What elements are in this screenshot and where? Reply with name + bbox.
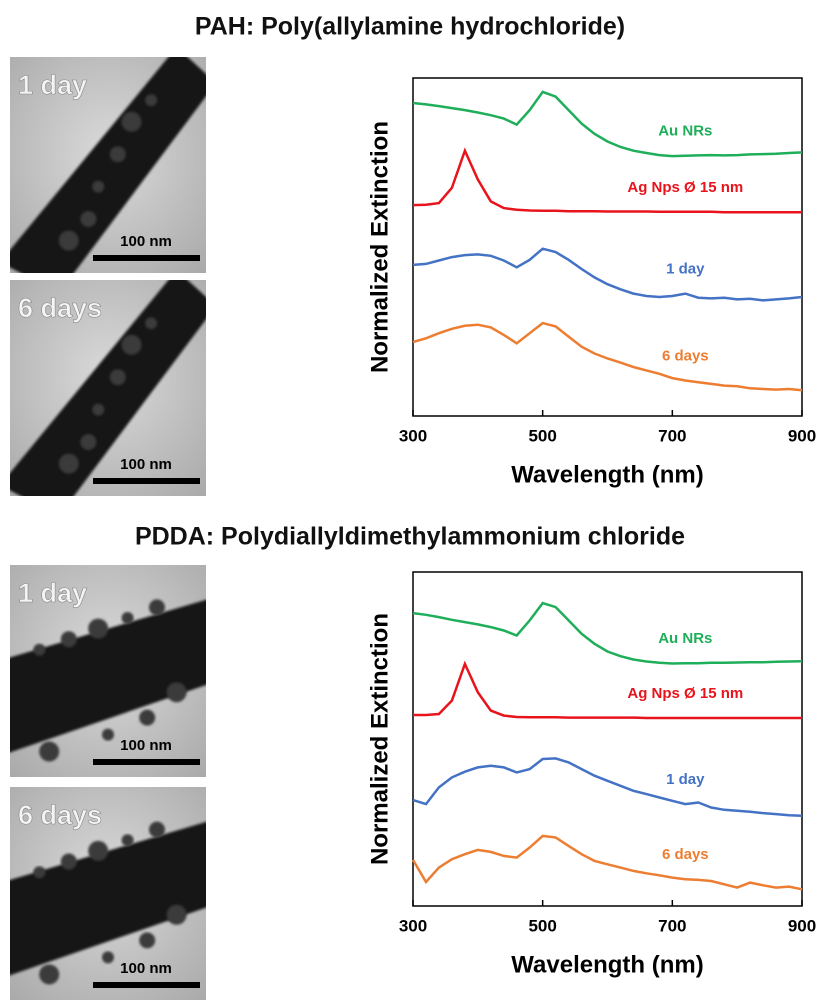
nanoparticle: [149, 599, 165, 616]
micrograph: 1 day 100 nm: [10, 565, 206, 777]
nanoparticle: [60, 631, 77, 648]
micrograph-content: 6 days 100 nm: [10, 787, 206, 1000]
nanoparticle: [58, 230, 79, 251]
nanoparticle: [166, 682, 187, 703]
nanowire: [10, 821, 206, 976]
nanoparticle: [121, 834, 134, 847]
x-tick-label: 500: [528, 916, 556, 935]
nanoparticle: [149, 821, 165, 838]
micrograph-label: 6 days: [18, 800, 102, 830]
nanoparticle: [92, 180, 105, 193]
scale-bar-label: 100 nm: [120, 456, 172, 473]
x-tick-label: 500: [528, 426, 556, 445]
x-tick-label: 700: [658, 426, 686, 445]
y-axis-label: Normalized Extinction: [366, 613, 393, 865]
series-label: Au NRs: [658, 123, 712, 140]
nanoparticle: [39, 964, 60, 985]
chart-title: PAH: Poly(allylamine hydrochloride): [195, 13, 625, 41]
scale-bar: [93, 478, 200, 484]
spectrum-line: [412, 321, 803, 392]
nanoparticle: [145, 317, 158, 330]
x-axis-label: Wavelength (nm): [511, 951, 703, 978]
micrograph-label: 6 days: [18, 293, 102, 323]
nanoparticle: [88, 618, 109, 639]
nanoparticle: [121, 612, 134, 624]
x-tick-label: 700: [658, 916, 686, 935]
nanoparticle: [166, 904, 187, 925]
nanowire: [10, 599, 206, 753]
nanoparticle: [60, 853, 77, 870]
nanowire: [10, 280, 206, 496]
nanoparticle: [39, 741, 60, 762]
nanoparticle: [139, 932, 156, 949]
nanoparticle: [88, 840, 109, 861]
spectrum-line: [412, 601, 803, 665]
spectrum-line: [412, 757, 803, 818]
x-axis-label: Wavelength (nm): [511, 461, 703, 488]
nanowire: [10, 57, 206, 273]
scale-bar: [93, 982, 200, 988]
scale-bar-label: 100 nm: [120, 737, 172, 754]
nanoparticle: [139, 709, 156, 726]
micrograph-content: 1 day 100 nm: [10, 565, 206, 777]
nanoparticle: [102, 728, 114, 741]
micrograph-content: 6 days 100 nm: [10, 280, 206, 496]
micrograph: 1 day 100 nm: [10, 57, 206, 273]
spectrum-line: [412, 247, 803, 302]
nanoparticle: [102, 951, 114, 964]
nanoparticle: [109, 146, 126, 163]
scale-bar: [93, 255, 200, 261]
series-label: 1 day: [666, 771, 705, 788]
nanoparticle: [33, 866, 46, 879]
plot-frame: [412, 77, 803, 417]
scale-bar: [93, 759, 200, 765]
nanoparticle: [109, 369, 126, 386]
y-axis-label: Normalized Extinction: [366, 121, 393, 373]
spectrum-line: [411, 834, 803, 891]
chart-title: PDDA: Polydiallyldimethylammonium chlori…: [135, 523, 685, 551]
series-label: 1 day: [666, 261, 705, 278]
x-tick-label: 300: [399, 426, 427, 445]
spectrum-line: [412, 90, 803, 158]
series-label: Ag Nps Ø 15 nm: [627, 685, 743, 702]
series-label: Ag Nps Ø 15 nm: [627, 179, 743, 196]
spectrum-line: [412, 147, 802, 214]
nanoparticle: [121, 334, 142, 355]
x-tick-label: 900: [788, 426, 816, 445]
micrograph: 6 days 100 nm: [10, 787, 206, 1000]
series-label: 6 days: [662, 347, 709, 364]
micrograph: 6 days 100 nm: [10, 280, 206, 496]
scale-bar-label: 100 nm: [120, 960, 172, 977]
x-tick-label: 300: [399, 916, 427, 935]
nanoparticle: [92, 403, 105, 416]
plot-frame: [412, 571, 803, 907]
scale-bar-label: 100 nm: [120, 233, 172, 250]
micrograph-label: 1 day: [18, 70, 87, 100]
nanoparticle: [58, 453, 79, 474]
nanoparticle: [121, 111, 142, 132]
nanoparticle: [145, 94, 158, 107]
x-tick-label: 900: [788, 916, 816, 935]
micrograph-content: 1 day 100 nm: [10, 57, 206, 273]
nanoparticle: [80, 434, 97, 450]
series-label: Au NRs: [658, 630, 712, 647]
spectrum-line: [413, 660, 802, 720]
nanoparticle: [33, 643, 46, 656]
micrograph-label: 1 day: [18, 578, 87, 608]
nanoparticle: [80, 211, 97, 227]
series-label: 6 days: [662, 846, 709, 863]
